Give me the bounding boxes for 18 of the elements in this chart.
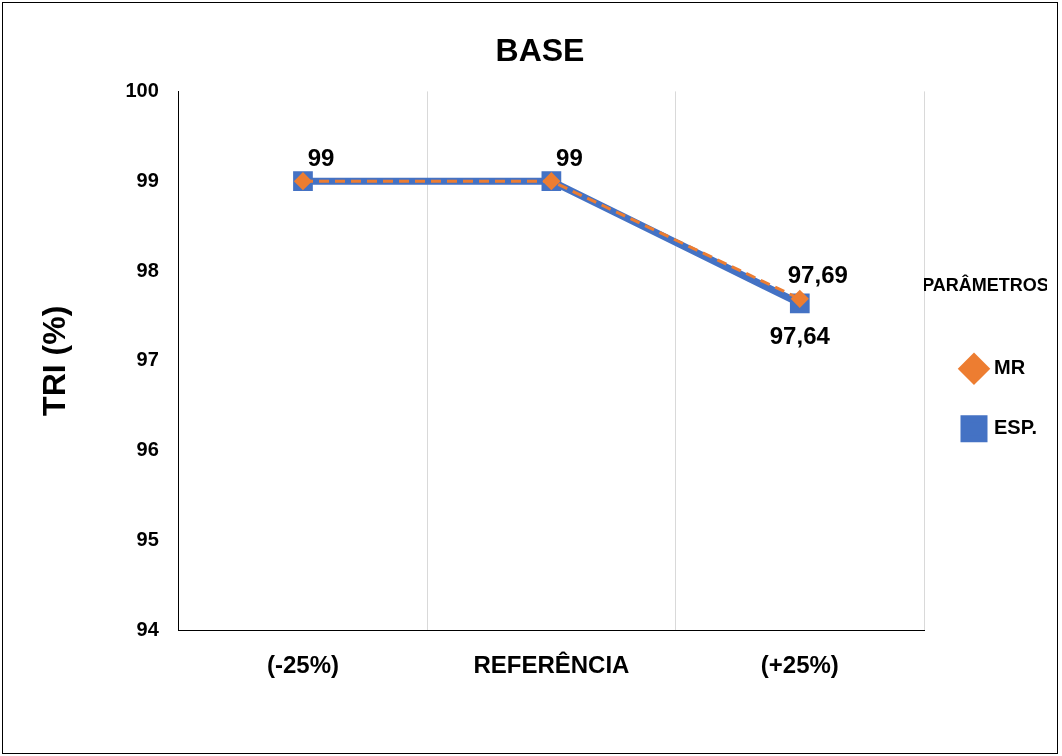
x-tick-label: (+25%) xyxy=(760,651,839,679)
y-tick-label: 97 xyxy=(136,348,159,371)
data-label: 99 xyxy=(307,143,335,171)
y-tick-label: 100 xyxy=(125,78,159,101)
y-tick-label: 99 xyxy=(136,168,159,191)
y-tick-label: 94 xyxy=(136,617,160,640)
x-tick-label: REFERÊNCIA xyxy=(473,651,630,679)
legend-label: MR xyxy=(994,356,1026,379)
y-axis-title: TRI (%) xyxy=(36,305,73,416)
y-tick-label: 98 xyxy=(136,258,159,281)
data-label: 99 xyxy=(556,143,583,171)
y-tick-label: 95 xyxy=(136,527,159,550)
legend-label: ESP. xyxy=(994,416,1037,439)
data-label: 97,69 xyxy=(787,261,848,289)
data-label: 97,64 xyxy=(769,321,831,349)
x-tick-label: (-25%) xyxy=(266,651,339,679)
chart-title: BASE xyxy=(495,32,585,69)
y-tick-label: 96 xyxy=(136,438,159,461)
